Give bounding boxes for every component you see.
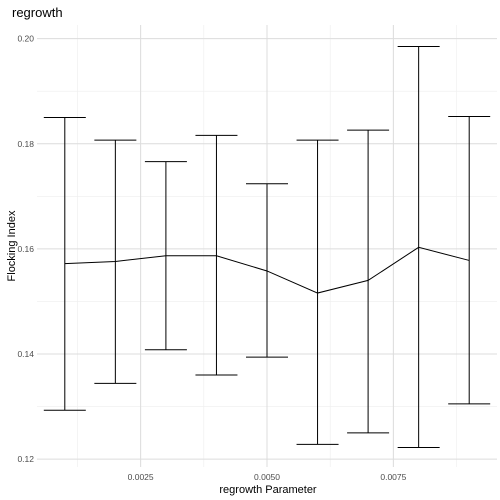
y-tick-label: 0.18 [17, 139, 34, 149]
y-axis-ticks: 0.12 0.14 0.16 0.18 0.20 [17, 34, 34, 464]
chart-title: regrowth [12, 5, 63, 20]
errorbar [296, 139, 339, 445]
y-axis-label: Flocking Index [6, 210, 18, 281]
y-tick-label: 0.14 [17, 349, 34, 359]
x-axis-label: regrowth Parameter [219, 484, 317, 496]
x-tick-label: 0.0025 [128, 472, 154, 482]
x-tick-label: 0.0050 [254, 472, 280, 482]
y-tick-label: 0.20 [17, 34, 34, 44]
x-axis-ticks: 0.0025 0.0050 0.0075 [128, 472, 407, 482]
errorbar [347, 129, 390, 434]
y-tick-label: 0.16 [17, 244, 34, 254]
series-line [64, 246, 470, 294]
y-tick-label: 0.12 [17, 454, 34, 464]
x-tick-label: 0.0075 [380, 472, 406, 482]
errorbar [43, 116, 86, 411]
errorbars [43, 46, 491, 449]
errorbar [195, 134, 238, 376]
